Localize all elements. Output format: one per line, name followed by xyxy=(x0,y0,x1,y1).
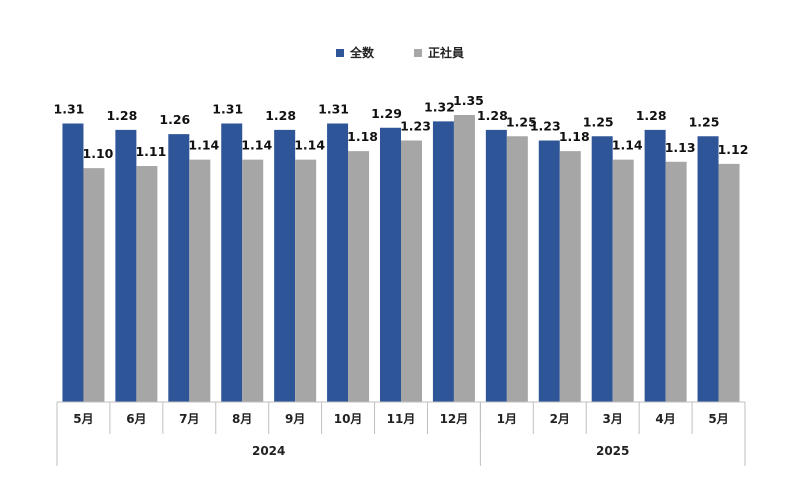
bar-regular xyxy=(718,163,740,402)
bar-regular xyxy=(348,151,370,402)
legend-label-regular: 正社員 xyxy=(428,46,465,60)
category-label: 11月 xyxy=(387,412,416,426)
legend-label-total: 全数 xyxy=(349,46,374,60)
category-label: 2月 xyxy=(550,412,570,426)
bar-total xyxy=(380,127,401,402)
category-label: 10月 xyxy=(334,412,363,426)
bar-total xyxy=(485,129,507,403)
bar-label-total: 1.23 xyxy=(530,119,561,134)
bar-label-regular: 1.14 xyxy=(294,138,325,153)
bar-regular xyxy=(612,159,634,402)
bar-label-total: 1.28 xyxy=(477,108,508,123)
bar-label-regular: 1.25 xyxy=(506,114,537,129)
bar-total xyxy=(538,140,560,402)
category-label: 9月 xyxy=(285,412,305,426)
bar-label-regular: 1.35 xyxy=(453,93,484,108)
bar-label-total: 1.28 xyxy=(636,108,667,123)
legend: 全数 正社員 xyxy=(0,44,800,61)
bar-label-regular: 1.14 xyxy=(188,138,219,153)
legend-item-regular: 正社員 xyxy=(414,44,464,61)
bar-regular xyxy=(83,168,105,402)
category-label: 4月 xyxy=(655,412,675,426)
bar-regular xyxy=(559,151,581,402)
bar-label-total: 1.28 xyxy=(265,108,296,123)
bar-label-total: 1.25 xyxy=(583,114,614,129)
bar-label-total: 1.31 xyxy=(212,102,243,117)
bar-regular xyxy=(453,115,475,402)
bar-regular xyxy=(136,166,158,402)
bar-regular xyxy=(242,159,264,402)
bar-label-regular: 1.23 xyxy=(400,119,431,134)
bar-label-regular: 1.14 xyxy=(241,138,272,153)
category-label: 5月 xyxy=(73,412,93,426)
bar-total xyxy=(644,129,666,403)
bar-total xyxy=(697,136,719,402)
bar-label-total: 1.31 xyxy=(54,102,85,117)
legend-swatch-total xyxy=(335,48,344,57)
bar-label-total: 1.28 xyxy=(106,108,137,123)
category-label: 3月 xyxy=(603,412,623,426)
category-label: 7月 xyxy=(179,412,199,426)
bar-label-regular: 1.10 xyxy=(83,146,114,161)
bar-regular xyxy=(665,161,687,402)
category-label: 5月 xyxy=(708,412,728,426)
bar-label-total: 1.26 xyxy=(159,112,190,127)
bar-label-regular: 1.18 xyxy=(559,129,590,144)
bar-total xyxy=(62,123,84,403)
bar-regular xyxy=(189,159,211,402)
category-label: 12月 xyxy=(440,412,469,426)
bar-total xyxy=(274,129,296,403)
legend-item-total: 全数 xyxy=(335,44,374,61)
bar-total xyxy=(327,123,349,403)
bar-label-regular: 1.11 xyxy=(135,144,166,159)
bar-label-total: 1.29 xyxy=(371,106,402,121)
category-label: 1月 xyxy=(497,412,517,426)
legend-swatch-regular xyxy=(414,48,422,57)
bar-label-regular: 1.12 xyxy=(718,142,749,157)
bar-total xyxy=(221,123,243,403)
bar-label-regular: 1.18 xyxy=(347,129,378,144)
bar-total xyxy=(432,121,454,402)
bar-regular xyxy=(401,140,422,402)
bar-label-regular: 1.14 xyxy=(612,138,643,153)
bar-label-regular: 1.13 xyxy=(665,140,696,155)
bar-total xyxy=(115,129,137,403)
bar-label-total: 1.32 xyxy=(424,99,455,114)
bar-regular xyxy=(295,159,317,402)
category-label: 8月 xyxy=(232,412,252,426)
bar-total xyxy=(168,134,190,402)
bar-label-total: 1.31 xyxy=(318,102,349,117)
bar-label-total: 1.25 xyxy=(689,114,720,129)
bar-total xyxy=(591,136,613,402)
group-label: 2025 xyxy=(596,444,629,458)
category-label: 6月 xyxy=(126,412,146,426)
group-label: 2024 xyxy=(252,444,285,458)
bar-regular xyxy=(506,136,528,402)
